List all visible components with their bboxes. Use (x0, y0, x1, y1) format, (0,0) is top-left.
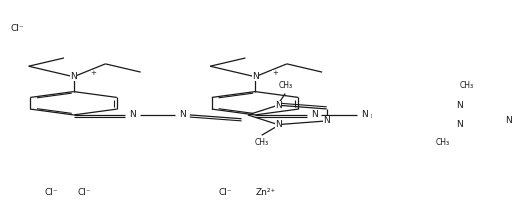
Text: N: N (275, 101, 281, 110)
Text: N: N (129, 111, 136, 119)
Text: CH₃: CH₃ (436, 138, 450, 147)
Text: N: N (456, 120, 463, 129)
Text: Cl⁻: Cl⁻ (219, 188, 232, 197)
Text: +: + (272, 70, 278, 76)
Text: N: N (70, 72, 77, 81)
Text: Cl⁻: Cl⁻ (45, 188, 58, 197)
Text: N: N (505, 116, 512, 125)
Text: N: N (252, 72, 258, 81)
Text: N: N (179, 111, 186, 119)
Text: CH₃: CH₃ (255, 138, 269, 147)
Text: N: N (311, 111, 317, 119)
Text: Cl⁻: Cl⁻ (11, 25, 24, 34)
Text: CH₃: CH₃ (278, 81, 292, 90)
Text: Cl⁻: Cl⁻ (78, 188, 92, 197)
Text: Zn²⁺: Zn²⁺ (256, 188, 276, 197)
Text: N: N (456, 101, 463, 110)
Text: N: N (275, 120, 281, 129)
Text: CH₃: CH₃ (460, 81, 474, 90)
Text: +: + (91, 70, 96, 76)
Text: N: N (324, 116, 330, 125)
Text: N: N (360, 111, 367, 119)
